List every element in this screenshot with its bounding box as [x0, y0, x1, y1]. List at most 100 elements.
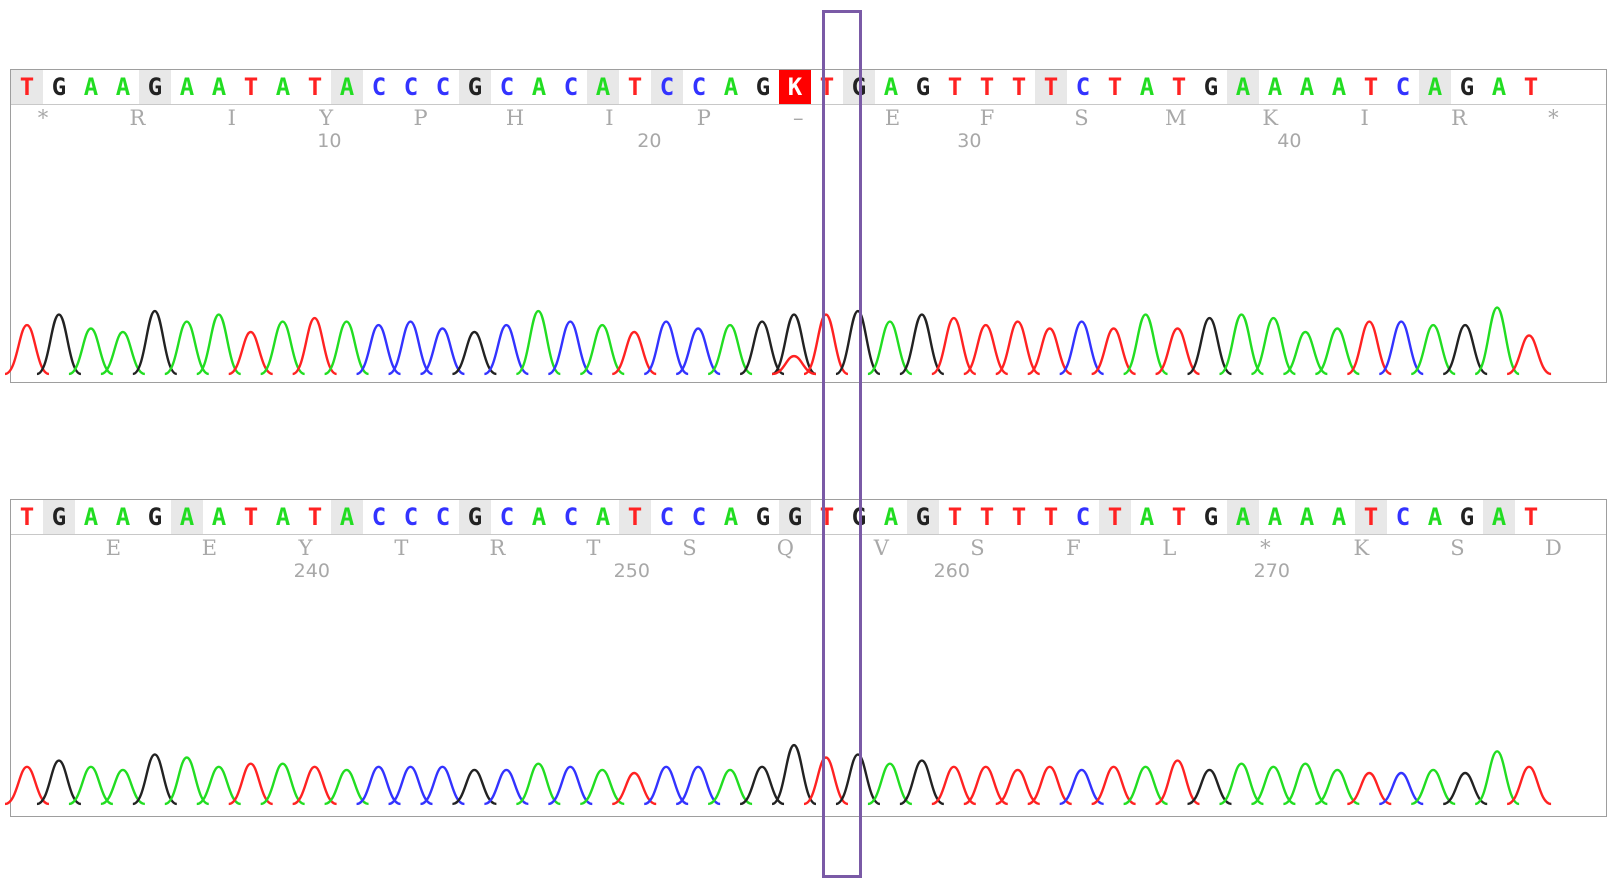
trace-peak	[1187, 316, 1232, 376]
base-41[interactable]: A	[1299, 503, 1315, 531]
base-3[interactable]: A	[83, 503, 99, 531]
base-23[interactable]: A	[723, 73, 739, 101]
base-37[interactable]: T	[1171, 73, 1187, 101]
base-6[interactable]: A	[171, 500, 203, 534]
base-21[interactable]: C	[651, 70, 683, 104]
base-10[interactable]: T	[307, 503, 323, 531]
trace-peak	[899, 313, 945, 376]
amino-acid: R	[1451, 106, 1467, 130]
base-45[interactable]: A	[1419, 70, 1451, 104]
base-10[interactable]: T	[307, 73, 323, 101]
base-32[interactable]: T	[1011, 503, 1027, 531]
base-30[interactable]: T	[947, 503, 963, 531]
trace-peak	[1378, 320, 1424, 376]
base-7[interactable]: A	[211, 73, 227, 101]
base-5[interactable]: G	[139, 70, 171, 104]
base-14[interactable]: C	[435, 503, 451, 531]
trace-peak	[164, 320, 210, 376]
base-15[interactable]: G	[459, 500, 491, 534]
base-2[interactable]: G	[51, 73, 67, 101]
base-8[interactable]: T	[243, 73, 259, 101]
base-38[interactable]: G	[1203, 503, 1219, 531]
base-46[interactable]: G	[1459, 73, 1475, 101]
base-5[interactable]: G	[147, 503, 163, 531]
base-29[interactable]: G	[907, 500, 939, 534]
base-43[interactable]: T	[1363, 73, 1379, 101]
base-43[interactable]: T	[1355, 500, 1387, 534]
base-9[interactable]: A	[275, 73, 291, 101]
base-35[interactable]: T	[1099, 500, 1131, 534]
base-34[interactable]: C	[1075, 503, 1091, 531]
base-18[interactable]: C	[563, 503, 579, 531]
base-34[interactable]: C	[1075, 73, 1091, 101]
base-36[interactable]: A	[1139, 503, 1155, 531]
base-12[interactable]: C	[371, 503, 387, 531]
base-44[interactable]: C	[1395, 73, 1411, 101]
base-17[interactable]: A	[531, 503, 547, 531]
base-31[interactable]: T	[979, 73, 995, 101]
base-1[interactable]: T	[11, 70, 43, 104]
base-29[interactable]: G	[915, 73, 931, 101]
base-4[interactable]: A	[115, 503, 131, 531]
base-46[interactable]: G	[1459, 503, 1475, 531]
base-23[interactable]: A	[723, 503, 739, 531]
base-18[interactable]: C	[563, 73, 579, 101]
base-32[interactable]: T	[1011, 73, 1027, 101]
base-22[interactable]: C	[691, 503, 707, 531]
base-47[interactable]: A	[1483, 500, 1515, 534]
base-35[interactable]: T	[1107, 73, 1123, 101]
trace-peak	[484, 768, 529, 806]
base-25[interactable]: G	[779, 500, 811, 534]
base-2[interactable]: G	[43, 500, 75, 534]
base-48[interactable]: T	[1523, 73, 1539, 101]
base-13[interactable]: C	[403, 73, 419, 101]
base-11[interactable]: A	[331, 70, 363, 104]
base-36[interactable]: A	[1139, 73, 1155, 101]
base-3[interactable]: A	[83, 73, 99, 101]
base-16[interactable]: C	[499, 73, 515, 101]
base-19[interactable]: A	[587, 70, 619, 104]
base-38[interactable]: G	[1203, 73, 1219, 101]
amino-acid: S	[682, 536, 697, 560]
base-13[interactable]: C	[403, 503, 419, 531]
base-45[interactable]: A	[1427, 503, 1443, 531]
base-48[interactable]: T	[1523, 503, 1539, 531]
base-42[interactable]: A	[1331, 503, 1347, 531]
base-8[interactable]: T	[243, 503, 259, 531]
base-47[interactable]: A	[1491, 73, 1507, 101]
base-12[interactable]: C	[371, 73, 387, 101]
base-11[interactable]: A	[331, 500, 363, 534]
base-20[interactable]: T	[619, 500, 651, 534]
base-33[interactable]: T	[1035, 70, 1067, 104]
base-40[interactable]: A	[1267, 73, 1283, 101]
base-22[interactable]: C	[691, 73, 707, 101]
base-20[interactable]: T	[627, 73, 643, 101]
base-40[interactable]: A	[1267, 503, 1283, 531]
base-37[interactable]: T	[1171, 503, 1187, 531]
base-14[interactable]: C	[435, 73, 451, 101]
base-17[interactable]: A	[531, 73, 547, 101]
base-33[interactable]: T	[1043, 503, 1059, 531]
base-27[interactable]: G	[851, 503, 867, 531]
base-7[interactable]: A	[211, 503, 227, 531]
base-39[interactable]: A	[1227, 500, 1259, 534]
base-39[interactable]: A	[1227, 70, 1259, 104]
base-24[interactable]: G	[755, 73, 771, 101]
base-16[interactable]: C	[499, 503, 515, 531]
base-44[interactable]: C	[1395, 503, 1411, 531]
base-28[interactable]: A	[883, 73, 899, 101]
base-6[interactable]: A	[179, 73, 195, 101]
base-1[interactable]: T	[19, 503, 35, 531]
base-9[interactable]: A	[275, 503, 291, 531]
base-31[interactable]: T	[979, 503, 995, 531]
base-41[interactable]: A	[1299, 73, 1315, 101]
base-25[interactable]: K	[779, 70, 811, 104]
base-24[interactable]: G	[755, 503, 771, 531]
base-28[interactable]: A	[883, 503, 899, 531]
base-15[interactable]: G	[459, 70, 491, 104]
base-42[interactable]: A	[1331, 73, 1347, 101]
base-4[interactable]: A	[115, 73, 131, 101]
base-21[interactable]: C	[659, 503, 675, 531]
base-30[interactable]: T	[947, 73, 963, 101]
base-19[interactable]: A	[595, 503, 611, 531]
